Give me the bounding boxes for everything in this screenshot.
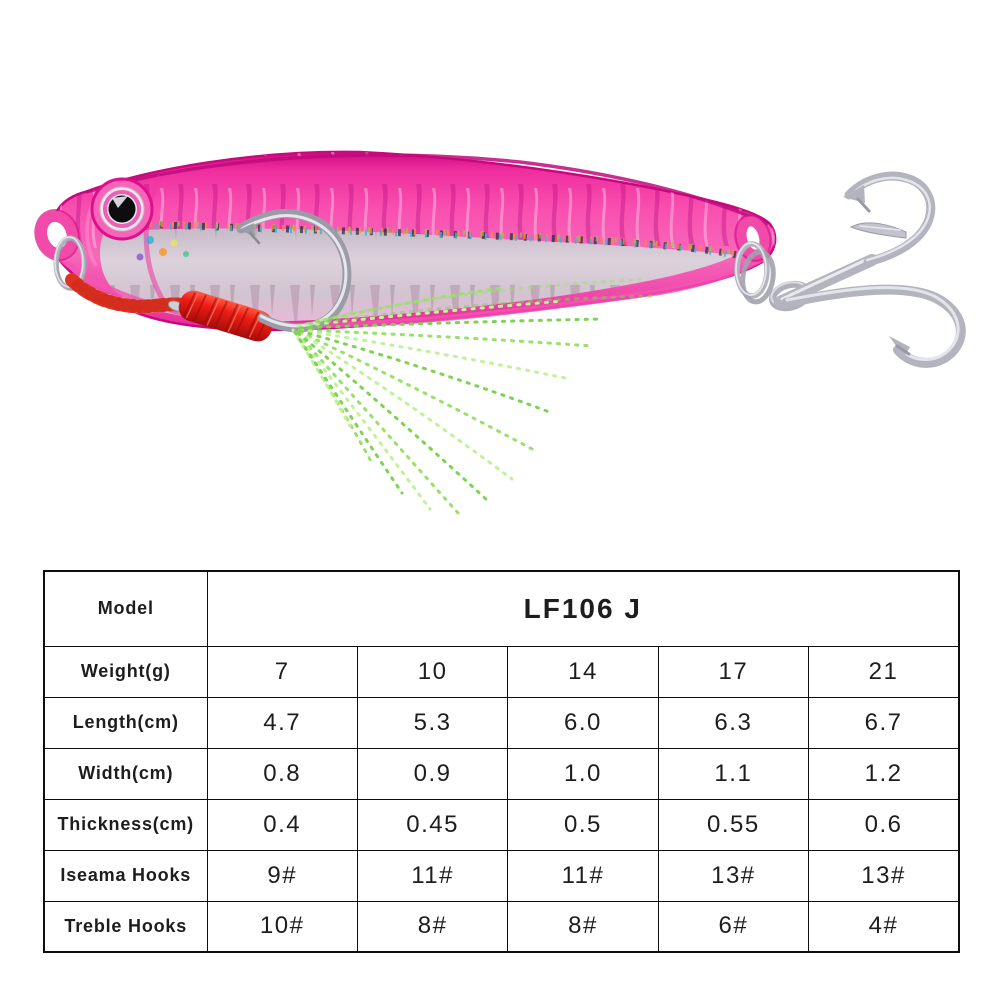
- product-image: [34, 150, 966, 515]
- spec-cell: 13#: [808, 849, 960, 902]
- spec-cell: 0.55: [657, 798, 810, 851]
- spec-cell: 11#: [507, 849, 659, 902]
- spec-cell: 21: [808, 645, 960, 698]
- thread-wrap: [167, 290, 273, 342]
- spec-cell: 1.0: [507, 747, 659, 800]
- spec-cell: 6#: [657, 900, 810, 953]
- spec-label-weight: Weight(g): [43, 645, 208, 698]
- spec-cell: 8#: [356, 900, 509, 953]
- spec-cell: 5.3: [356, 696, 509, 749]
- spec-cell: 13#: [657, 849, 810, 902]
- lure-body: [34, 150, 777, 332]
- spec-label-length: Length(cm): [43, 696, 208, 749]
- table-row: Thickness(cm) 0.4 0.45 0.5 0.55 0.6: [43, 798, 960, 851]
- table-row: Model LF106 J: [43, 570, 960, 647]
- table-row: Treble Hooks 10# 8# 8# 6# 4#: [43, 900, 960, 953]
- spec-table-section: Model LF106 J Weight(g) 7 10 14 17 21 Le…: [43, 570, 960, 953]
- spec-cell: 6.7: [808, 696, 960, 749]
- spec-cell: 0.9: [356, 747, 509, 800]
- spec-cell: 1.1: [657, 747, 810, 800]
- gill-line: [143, 174, 167, 304]
- spec-cell: 11#: [356, 849, 509, 902]
- spec-cell: 0.6: [808, 798, 960, 851]
- lure-eye: [90, 177, 154, 241]
- spec-cell: 0.8: [206, 747, 358, 800]
- spec-cell: 7: [206, 645, 358, 698]
- treble-hook: [768, 171, 966, 368]
- spec-cell: 1.2: [808, 747, 960, 800]
- flash-tail: [291, 278, 657, 515]
- spec-table: Model LF106 J Weight(g) 7 10 14 17 21 Le…: [43, 570, 960, 953]
- spec-cell: 4#: [808, 900, 960, 953]
- holographic-stripe: [131, 219, 739, 259]
- spec-cell: 17: [657, 645, 810, 698]
- spec-cell: 6.3: [657, 696, 810, 749]
- nose-split-ring: [53, 235, 87, 291]
- table-row: Width(cm) 0.8 0.9 1.0 1.1 1.2: [43, 747, 960, 800]
- spec-label-width: Width(cm): [43, 747, 208, 800]
- spec-cell: 0.4: [206, 798, 358, 851]
- spec-cell: 6.0: [507, 696, 659, 749]
- spec-label-treble-hooks: Treble Hooks: [43, 900, 208, 953]
- spec-label-iseama-hooks: Iseama Hooks: [43, 849, 208, 902]
- spec-cell: 9#: [206, 849, 358, 902]
- spec-label-model: Model: [43, 570, 208, 647]
- spec-cell: 14: [507, 645, 659, 698]
- spec-cell: 10: [356, 645, 509, 698]
- table-row: Iseama Hooks 9# 11# 11# 13# 13#: [43, 849, 960, 902]
- spec-cell: 0.5: [507, 798, 659, 851]
- spec-value-model: LF106 J: [206, 570, 960, 647]
- spec-cell: 4.7: [206, 696, 358, 749]
- spec-cell: 0.45: [356, 798, 509, 851]
- spec-cell: 8#: [507, 900, 659, 953]
- table-row: Weight(g) 7 10 14 17 21: [43, 645, 960, 698]
- table-row: Length(cm) 4.7 5.3 6.0 6.3 6.7: [43, 696, 960, 749]
- spec-label-thickness: Thickness(cm): [43, 798, 208, 851]
- spec-cell: 10#: [206, 900, 358, 953]
- tail-split-ring: [734, 241, 776, 305]
